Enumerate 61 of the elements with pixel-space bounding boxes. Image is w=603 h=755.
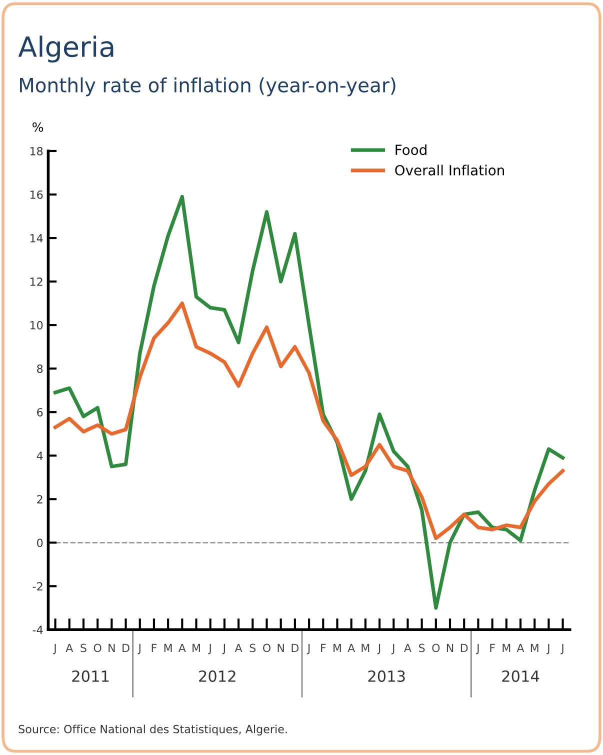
y-tick-label: 4: [36, 452, 43, 460]
y-tick-label: 10: [30, 321, 43, 330]
text: 2014: [502, 670, 540, 682]
y-tick-label: 8: [37, 364, 43, 373]
x-tick-label: J: [53, 644, 56, 654]
x-tick-label: M: [502, 644, 510, 652]
y-tick-label: 6: [37, 408, 43, 416]
x-tick-label: N: [278, 644, 284, 652]
x-tick-label: A: [404, 644, 412, 652]
y-tick-label: 12: [30, 278, 42, 286]
y-tick-label: 14: [30, 234, 43, 242]
x-tick-label: J: [306, 644, 310, 654]
x-tick-label: O: [432, 644, 440, 652]
y-tick-label: 18: [30, 146, 43, 156]
x-tick-label: S: [250, 644, 256, 652]
x-tick-label: F: [321, 644, 326, 652]
x-tick-label: A: [516, 644, 524, 652]
x-tick-label: A: [348, 644, 356, 652]
source-note: Source: Office National des Statistiques, Algerie.: [18, 724, 287, 736]
x-tick-label: J: [560, 644, 564, 654]
x-tick-label: M: [192, 644, 200, 652]
x-tick-label: J: [377, 644, 380, 654]
line-series: [53, 194, 565, 610]
chart-subtitle: Monthly rate of inflation (year-on-year): [20, 77, 396, 96]
x-tick-label: D: [292, 644, 299, 652]
x-tick-label: A: [234, 644, 242, 652]
y-tick-label: 16: [30, 190, 43, 199]
text: 2012: [199, 670, 236, 682]
x-tick-label: J: [391, 644, 394, 654]
x-tick-label: J: [476, 644, 479, 654]
x-tick-label: A: [66, 644, 74, 652]
x-tick-label: N: [446, 644, 454, 652]
x-tick-label: M: [334, 644, 341, 652]
x-tick-label: D: [460, 644, 468, 652]
y-tick-label: -2: [32, 582, 42, 590]
x-tick-label: O: [94, 644, 102, 652]
x-tick-label: S: [80, 644, 86, 652]
chart-title: Algeria: [18, 36, 114, 63]
x-tick-label: S: [419, 644, 425, 652]
y-axis-title: %: [32, 122, 44, 132]
x-tick-label: O: [262, 644, 270, 652]
text: 2011: [72, 670, 109, 682]
x-tick-label: D: [122, 644, 130, 652]
x-tick-label: J: [138, 644, 140, 654]
x-tick-label: J: [546, 644, 550, 654]
y-tick-label: 0: [37, 538, 43, 548]
legend-label: Food: [396, 144, 426, 156]
x-tick-label: A: [178, 644, 186, 652]
y-tick-label: 2: [37, 495, 42, 504]
x-tick-label: J: [208, 644, 211, 654]
line-series: [53, 302, 565, 540]
x-tick-label: F: [152, 644, 157, 652]
legend-label: Overall Inflation: [395, 164, 504, 176]
x-tick-label: M: [530, 644, 538, 652]
x-tick-label: J: [222, 644, 225, 654]
y-tick-label: -4: [32, 626, 43, 634]
text: 2013: [368, 670, 405, 682]
x-tick-label: N: [108, 644, 115, 652]
x-tick-label: M: [362, 644, 370, 652]
x-tick-label: M: [164, 644, 172, 652]
x-tick-label: F: [490, 644, 495, 652]
